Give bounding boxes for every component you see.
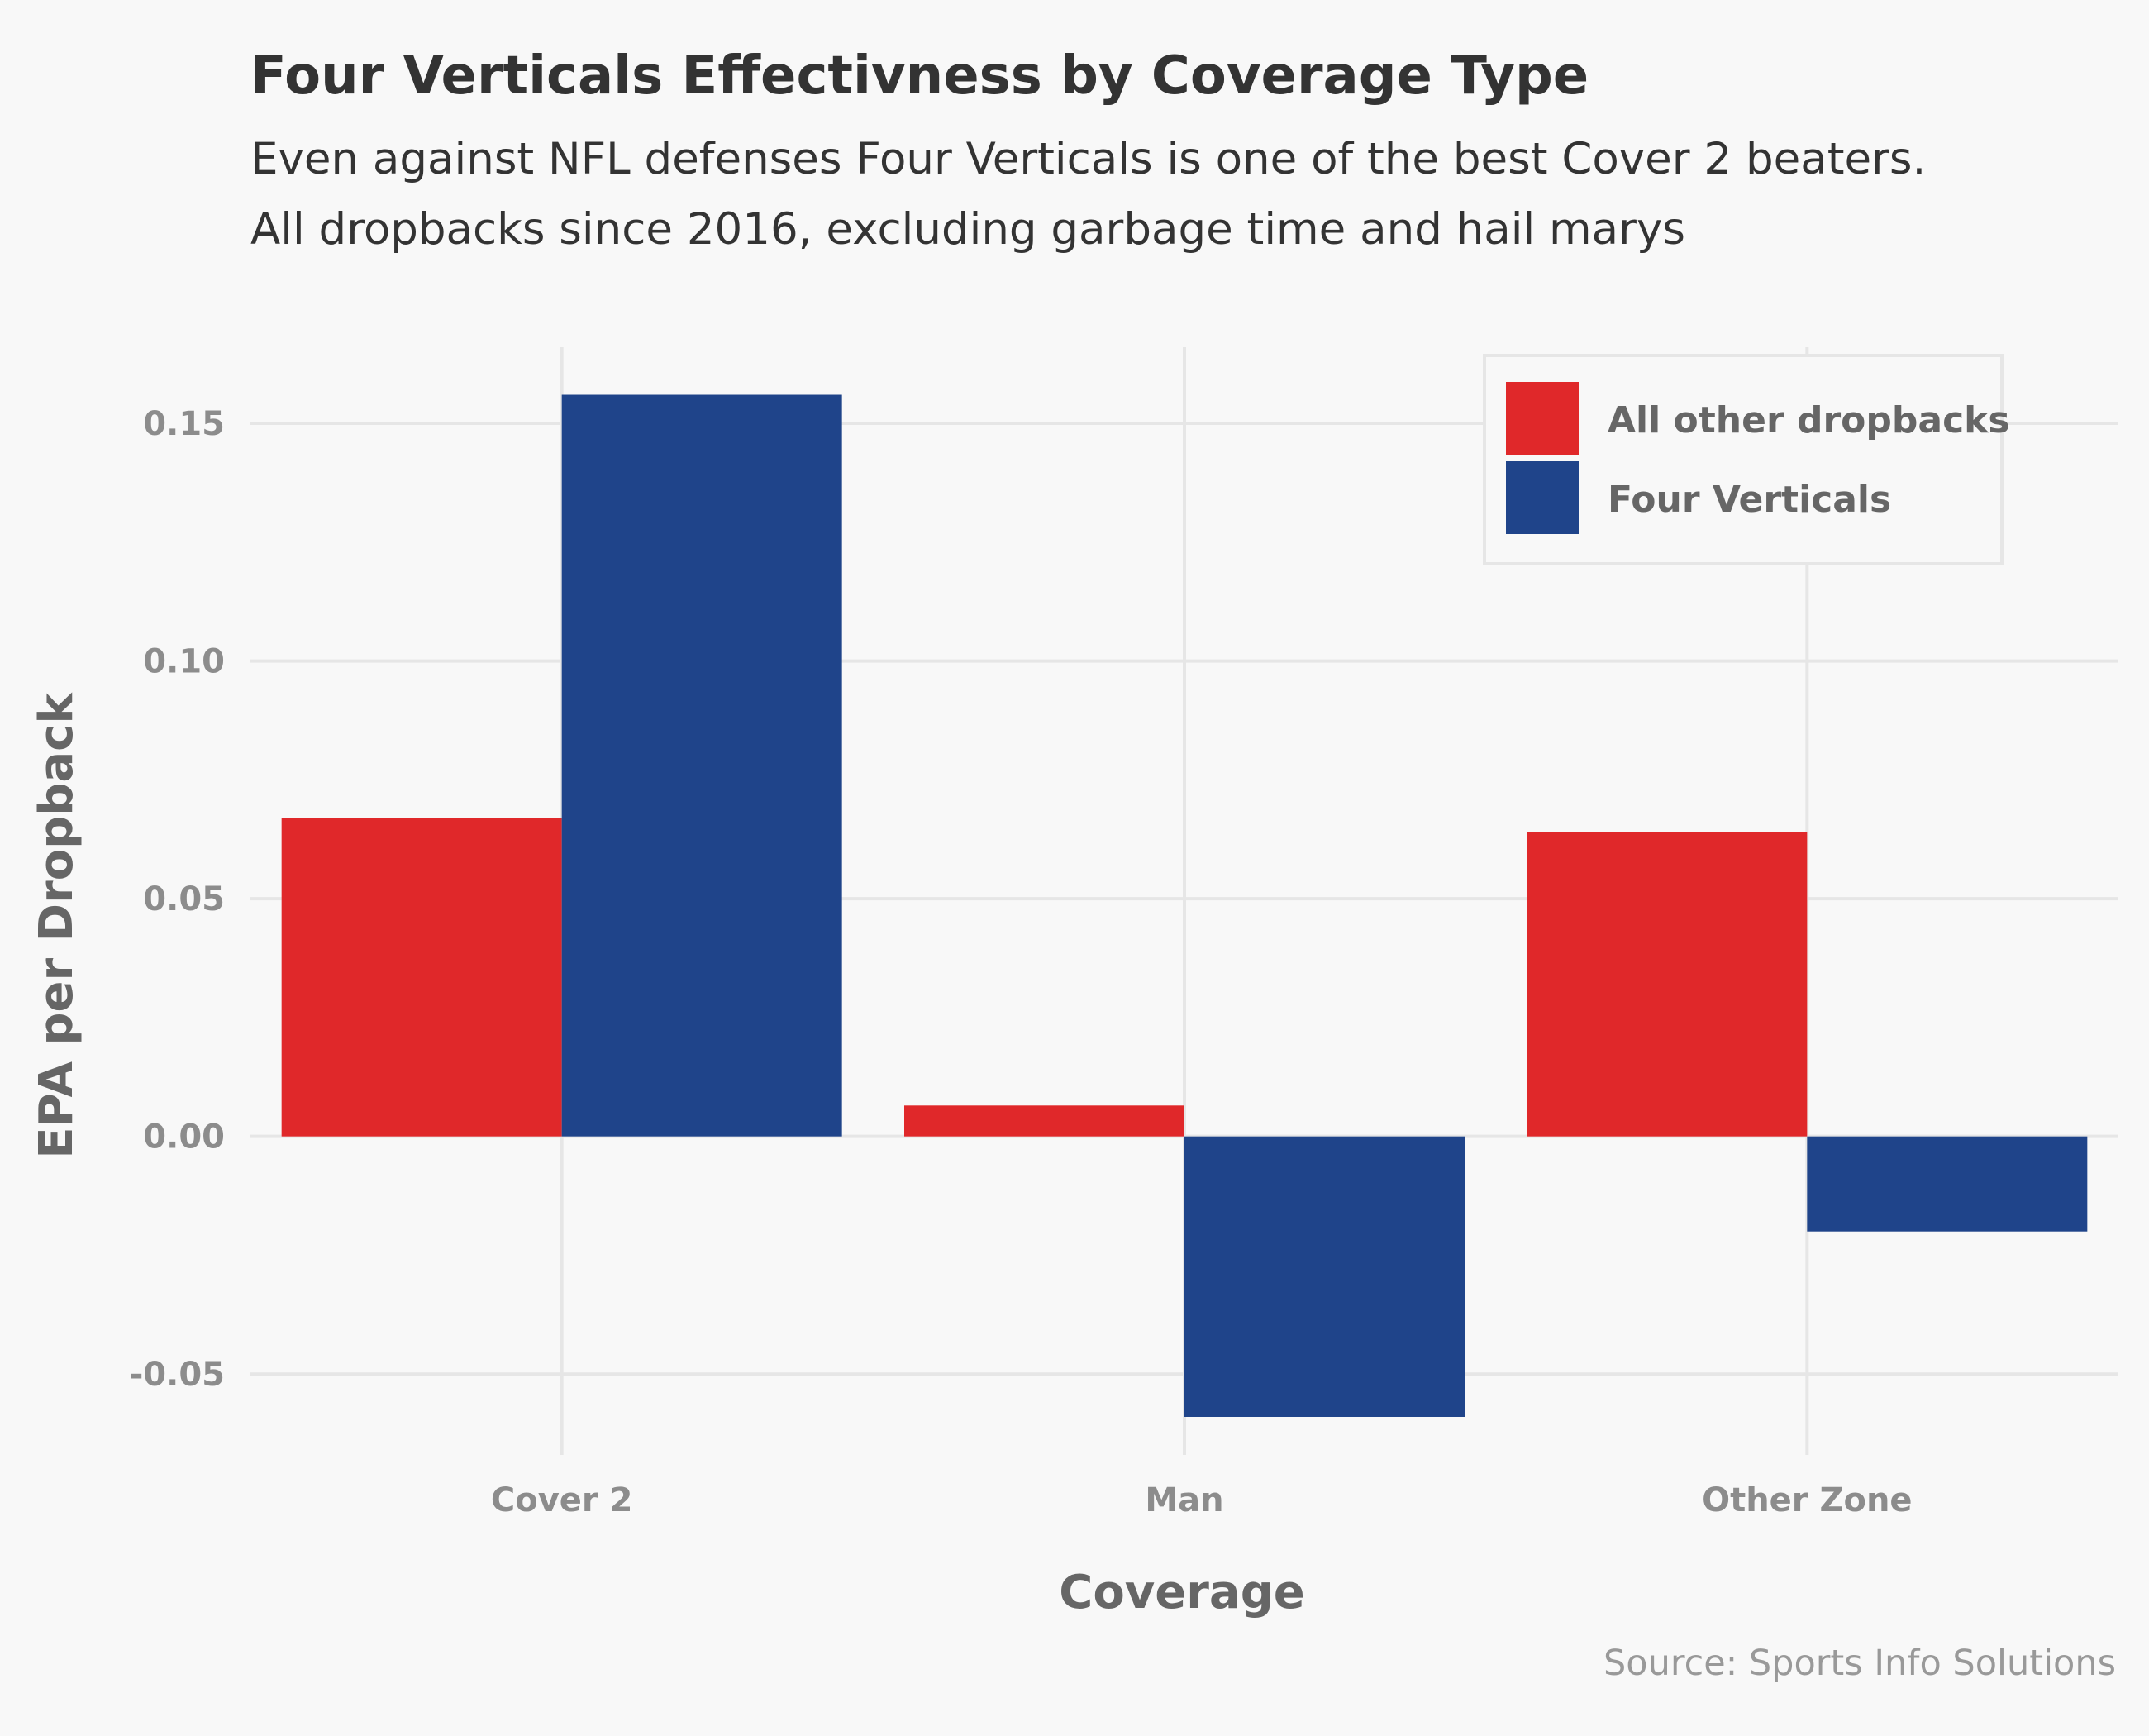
x-axis-title: Coverage bbox=[1059, 1566, 1305, 1619]
legend: All other dropbacks Four Verticals bbox=[1483, 354, 2010, 565]
chart-subtitle-line-2: All dropbacks since 2016, excluding garb… bbox=[250, 204, 1685, 255]
legend-label-all-other-dropbacks: All other dropbacks bbox=[1608, 399, 2010, 441]
source-caption: Source: Sports Info Solutions bbox=[1603, 1643, 2116, 1684]
x-tick-label: Other Zone bbox=[1702, 1481, 1912, 1519]
legend-swatch-four-verticals bbox=[1506, 461, 1579, 534]
chart-subtitle-line-1: Even against NFL defenses Four Verticals… bbox=[250, 134, 1926, 184]
bar-all-other-dropbacks-cover-2 bbox=[281, 818, 562, 1137]
bar-four-verticals-other-zone bbox=[1807, 1136, 2088, 1232]
y-tick-label: 0.00 bbox=[143, 1118, 225, 1157]
y-axis-title: EPA per Dropback bbox=[30, 692, 83, 1159]
chart-title: Four Verticals Effectivness by Coverage … bbox=[250, 45, 1589, 107]
y-tick-labels: -0.05 0.00 0.05 0.10 0.15 bbox=[130, 405, 225, 1394]
y-tick-label: 0.15 bbox=[143, 405, 225, 443]
x-tick-label: Man bbox=[1145, 1481, 1223, 1519]
bar-all-other-dropbacks-other-zone bbox=[1527, 832, 1808, 1137]
bar-all-other-dropbacks-man bbox=[904, 1105, 1184, 1137]
legend-swatch-all-other-dropbacks bbox=[1506, 382, 1579, 455]
legend-label-four-verticals: Four Verticals bbox=[1608, 479, 1891, 521]
y-tick-label: 0.05 bbox=[143, 880, 225, 918]
x-tick-label: Cover 2 bbox=[491, 1481, 633, 1519]
x-tick-labels: Cover 2 Man Other Zone bbox=[491, 1481, 1913, 1519]
y-tick-label: -0.05 bbox=[130, 1356, 225, 1394]
bars bbox=[281, 394, 2088, 1417]
bar-four-verticals-cover-2 bbox=[561, 394, 842, 1137]
y-tick-label: 0.10 bbox=[143, 643, 225, 681]
bar-four-verticals-man bbox=[1184, 1136, 1465, 1417]
